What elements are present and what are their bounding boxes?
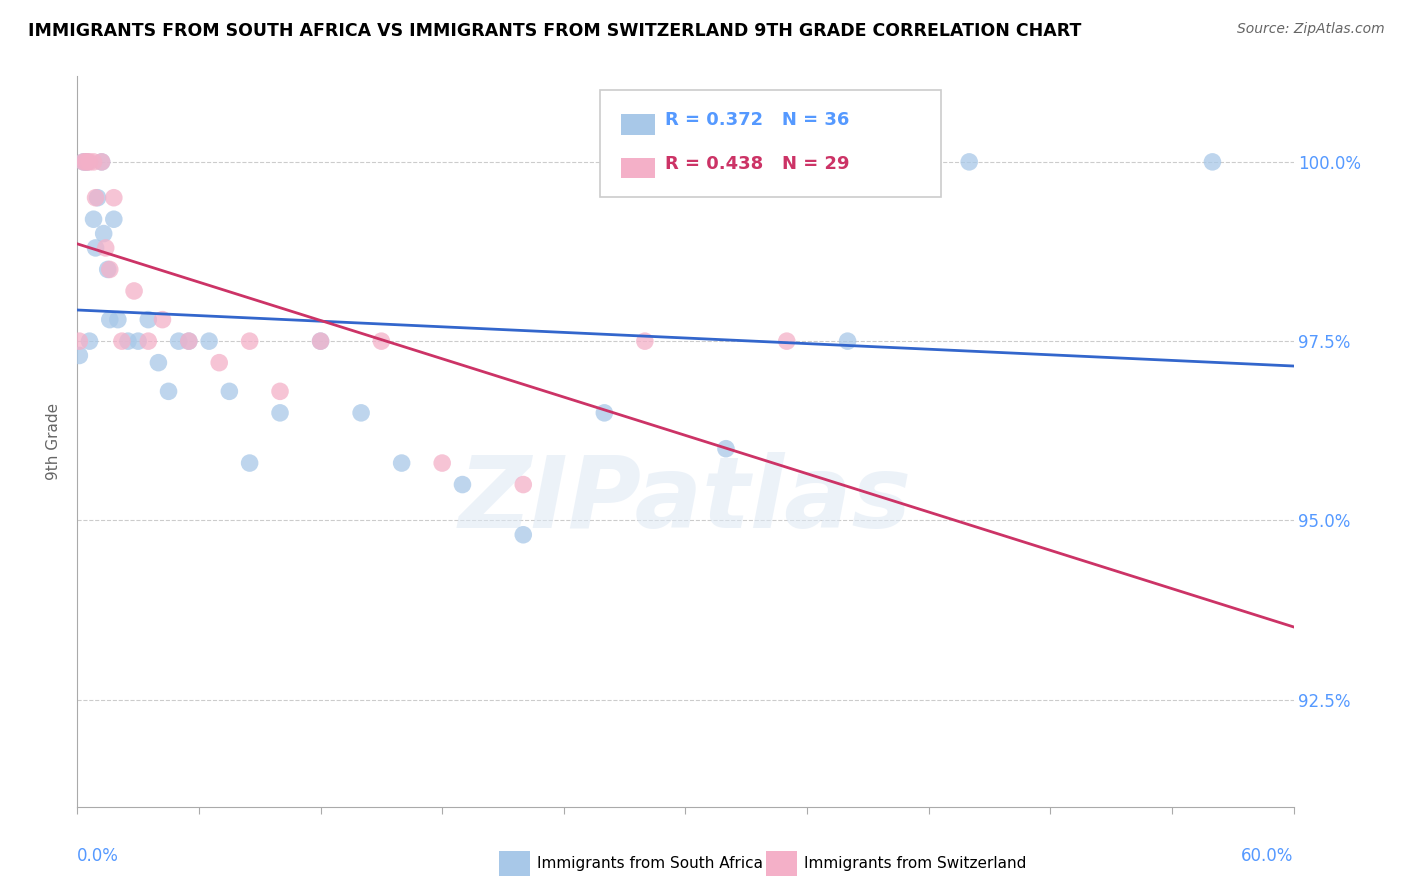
Point [239,334,262,348]
Text: 0.0%: 0.0% [77,847,120,865]
Text: 60.0%: 60.0% [1241,847,1294,865]
Point [451,477,474,491]
Point [107,312,129,326]
Text: Immigrants from Switzerland: Immigrants from Switzerland [804,856,1026,871]
Text: Source: ZipAtlas.com: Source: ZipAtlas.com [1237,22,1385,37]
Text: R = 0.438   N = 29: R = 0.438 N = 29 [665,154,849,173]
Text: R = 0.372   N = 36: R = 0.372 N = 36 [665,112,849,129]
Point [117,334,139,348]
Point [84,241,107,255]
Point [98,312,121,326]
Point [136,334,159,348]
Point [309,334,332,348]
Point [76,154,98,169]
Point [83,212,105,227]
Point [67,349,90,363]
Point [776,334,799,348]
Point [430,456,453,470]
Point [136,312,159,326]
Point [148,356,170,370]
Point [957,154,980,169]
Point [86,191,108,205]
Point [67,334,90,348]
Point [103,191,125,205]
Point [1201,154,1223,169]
Point [512,528,534,542]
Point [837,334,859,348]
Point [84,191,107,205]
Point [72,154,94,169]
Point [198,334,221,348]
Point [97,262,120,277]
Point [177,334,200,348]
Point [72,154,94,169]
Point [93,227,115,241]
Y-axis label: 9th Grade: 9th Grade [46,403,62,480]
Point [76,154,98,169]
Point [152,312,174,326]
Point [75,154,97,169]
Point [239,456,262,470]
Point [167,334,190,348]
Point [127,334,149,348]
Point [634,334,657,348]
Point [370,334,392,348]
Text: IMMIGRANTS FROM SOUTH AFRICA VS IMMIGRANTS FROM SWITZERLAND 9TH GRADE CORRELATIO: IMMIGRANTS FROM SOUTH AFRICA VS IMMIGRAN… [28,22,1081,40]
Point [79,334,101,348]
Point [269,406,291,420]
Point [103,212,125,227]
Point [512,477,534,491]
Point [593,406,616,420]
Point [714,442,737,456]
Point [309,334,332,348]
Point [391,456,413,470]
Point [177,334,200,348]
Point [208,356,231,370]
Point [269,384,291,399]
Point [122,284,145,298]
Point [218,384,240,399]
Point [83,154,105,169]
Bar [621,158,655,178]
Text: ZIPatlas: ZIPatlas [458,451,912,549]
FancyBboxPatch shape [600,90,941,196]
Point [98,262,121,277]
Point [111,334,134,348]
Point [90,154,112,169]
Point [350,406,373,420]
Point [94,241,117,255]
Bar [621,114,655,135]
Point [157,384,180,399]
Point [75,154,97,169]
Text: Immigrants from South Africa: Immigrants from South Africa [537,856,763,871]
Point [90,154,112,169]
Point [79,154,101,169]
